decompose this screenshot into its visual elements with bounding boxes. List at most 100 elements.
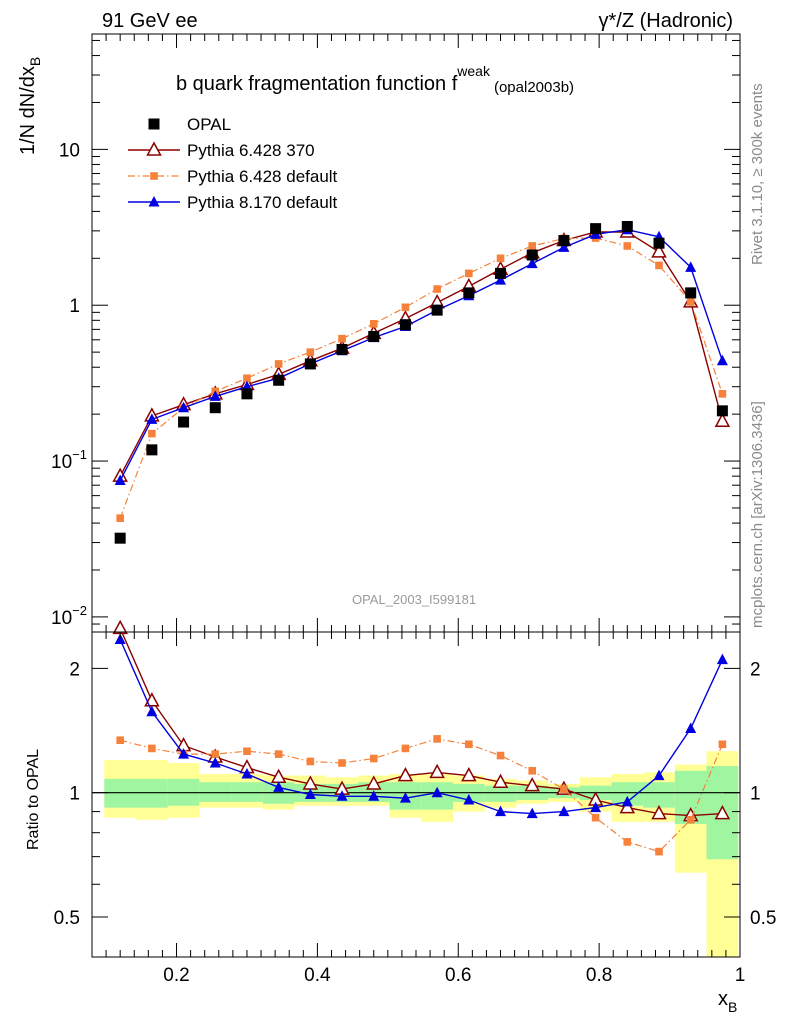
ratio-data-point [496, 751, 505, 760]
main-axis-ticks [92, 34, 741, 633]
ratio-data-point [526, 807, 538, 819]
main-data-point [590, 223, 602, 235]
main-data-point [209, 402, 221, 414]
main-data-point [526, 257, 538, 269]
ratio-y-tick-label-left: 2 [69, 659, 80, 680]
ratio-data-point [209, 757, 221, 768]
x-tick-label: 1 [735, 965, 746, 986]
ratio-y-tick-label-left: 0.5 [54, 908, 80, 929]
main-data-point [369, 319, 378, 328]
ratio-data-point [241, 767, 253, 779]
main-data-point [401, 303, 410, 312]
ratio-data-point [401, 744, 410, 753]
ratio-axis-ticks [92, 632, 741, 958]
ratio-data-point [461, 767, 477, 782]
main-y-tick-label: 10 [59, 140, 80, 161]
main-data-point [655, 261, 663, 270]
legend: OPAL Pythia 6.428 370 Pythia 6.428 default… [128, 115, 338, 212]
ratio-inner-band [199, 782, 232, 802]
header-right-label: γ*/Z (Hadronic) [599, 10, 733, 32]
ratio-data-point [558, 805, 570, 817]
main-data-point [496, 254, 505, 263]
main-data-point [273, 374, 285, 386]
ratio-data-point [273, 781, 285, 792]
legend-label: Pythia 6.428 370 [187, 141, 315, 160]
ratio-data-point [116, 736, 124, 745]
ratio-data-point [655, 847, 663, 856]
ratio-data-point [429, 763, 445, 779]
main-data-point [431, 304, 443, 316]
ratio-series-2 [114, 633, 728, 819]
main-data-point [304, 358, 316, 370]
legend-marker [146, 141, 162, 156]
main-data-point [685, 261, 697, 272]
legend-item: Pythia 6.428 default [128, 167, 338, 186]
main-data-point [528, 242, 537, 250]
main-data-point [686, 298, 695, 306]
main-data-point [274, 360, 283, 368]
main-data-point [495, 267, 507, 279]
ratio-data-point [714, 805, 731, 820]
ratio-series-line [119, 639, 724, 815]
main-plot-area [92, 34, 740, 632]
ratio-data-point [685, 722, 697, 734]
main-data-point [338, 334, 346, 343]
main-data-point [558, 241, 570, 252]
main-data-point [148, 429, 156, 438]
main-data-point [114, 532, 126, 544]
ratio-data-point [591, 813, 600, 822]
main-panel: 10−2 10−1 1 10 [51, 33, 741, 633]
rivet-version-label: Rivet 3.1.10, ≥ 300k events [749, 83, 766, 265]
main-data-point [558, 235, 570, 247]
chart-title: b quark fragmentation function fweak(opa… [176, 63, 574, 96]
analysis-watermark: OPAL_2003_I599181 [352, 592, 476, 607]
main-y-tick-label: 10−1 [51, 447, 87, 473]
x-axis-label-subscript: B [728, 999, 737, 1015]
x-tick-label: 0.4 [304, 965, 331, 986]
ratio-inner-band [643, 782, 675, 808]
main-data-point [685, 287, 697, 299]
ratio-data-point [146, 705, 158, 717]
main-data-point [714, 412, 731, 428]
ratio-data-point [399, 792, 411, 803]
main-data-point [465, 269, 473, 278]
ratio-data-point [243, 747, 251, 756]
ratio-inner-band [231, 782, 263, 802]
main-data-point [433, 285, 441, 293]
main-data-point [178, 416, 190, 428]
main-data-point [716, 405, 728, 417]
x-axis-label: xB [718, 988, 737, 1015]
header-left-label: 91 GeV ee [102, 10, 198, 32]
main-y-axis-label-subscript: B [27, 57, 43, 66]
x-axis-label-text: x [718, 988, 728, 1010]
legend-marker [148, 118, 160, 130]
ratio-data-point [365, 775, 382, 790]
ratio-inner-band [484, 785, 517, 802]
legend-item: Pythia 8.170 default [128, 193, 338, 212]
main-y-tick-labels: 10−2 10−1 1 10 [51, 140, 87, 629]
ratio-data-point [686, 815, 695, 824]
ratio-data-point [590, 801, 602, 813]
main-data-point [495, 274, 507, 285]
ratio-data-point [211, 750, 220, 758]
ratio-data-point [716, 653, 728, 665]
x-tick-label: 0.6 [445, 965, 471, 986]
ratio-data-point [495, 805, 507, 817]
main-data-point [368, 330, 380, 342]
ratio-data-point [369, 754, 378, 763]
main-data-point [621, 220, 633, 232]
chart-title-superscript: weak [456, 63, 491, 79]
ratio-data-point [651, 805, 667, 820]
ratio-data-point [621, 795, 633, 807]
ratio-panel: 0.2 0.4 0.6 0.8 1 0.5 0.5 1 1 2 2 [54, 619, 776, 986]
main-data-point [146, 444, 158, 456]
legend-label: OPAL [187, 115, 231, 134]
main-data-point [241, 388, 253, 400]
main-data-point [399, 319, 411, 331]
ratio-data-point [718, 740, 727, 749]
main-series-line [119, 237, 723, 519]
ratio-data-point [338, 759, 346, 767]
main-data-point [243, 374, 251, 383]
main-data-point [718, 390, 727, 398]
